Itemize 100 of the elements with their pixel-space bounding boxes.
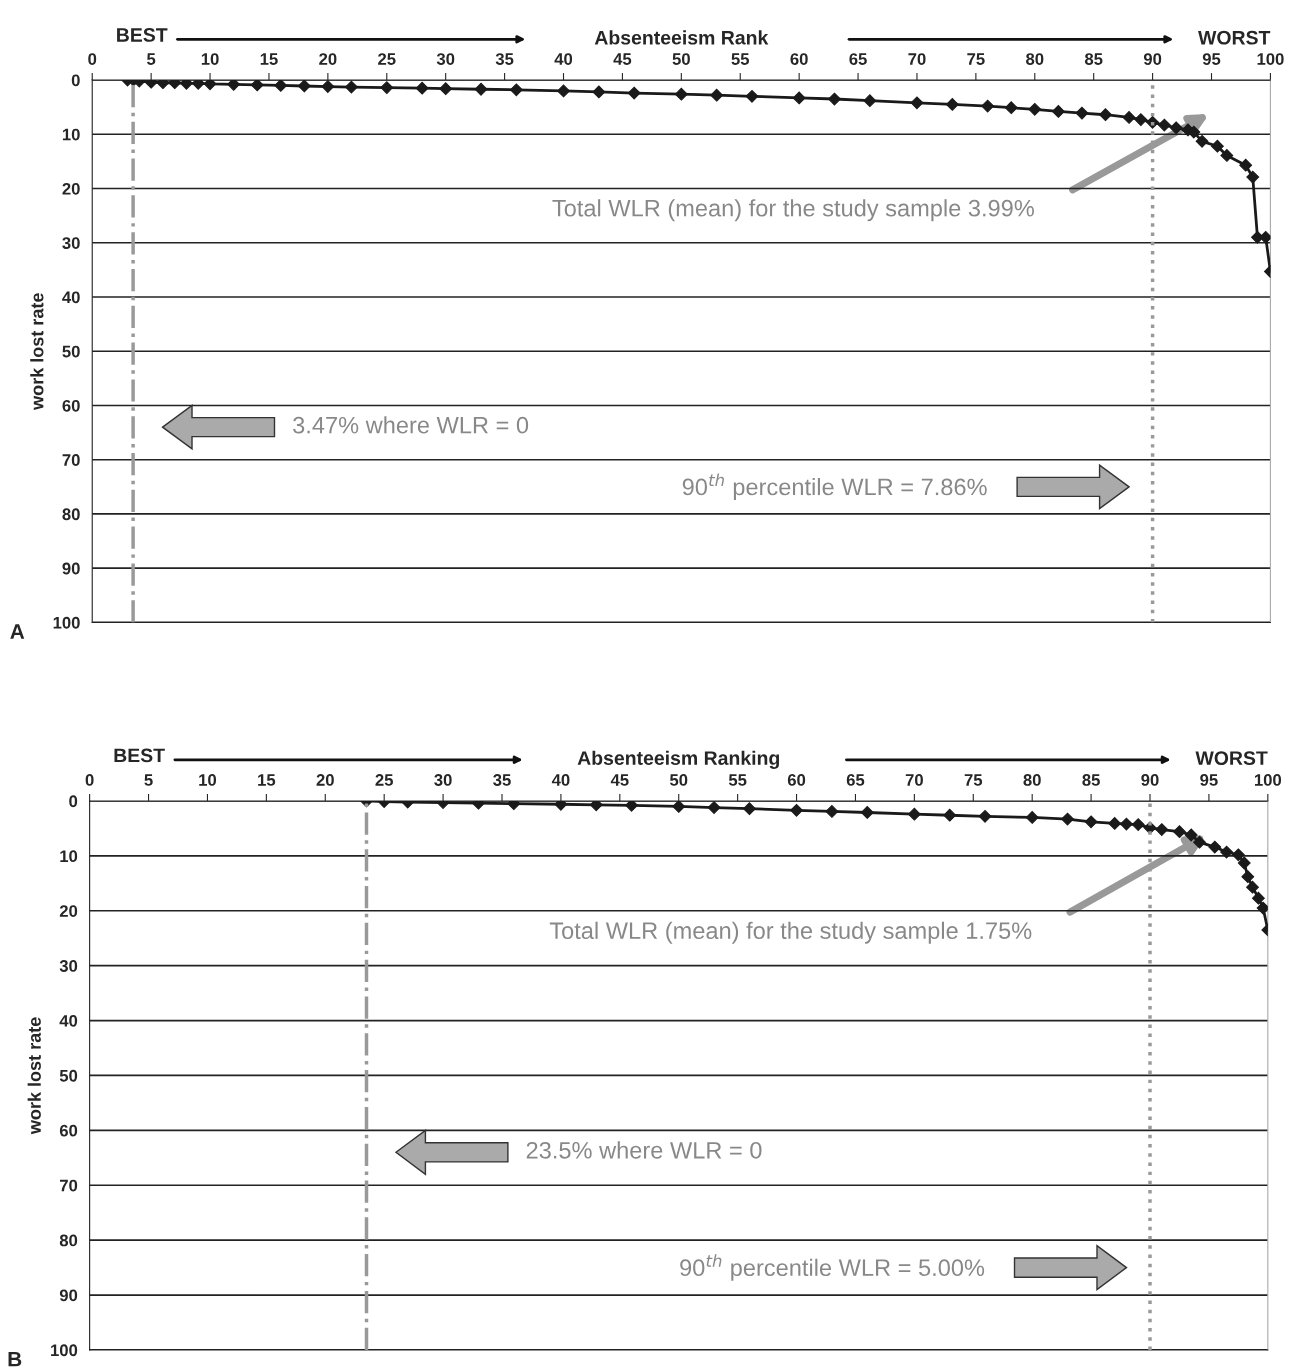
text: WORST bbox=[1198, 30, 1271, 45]
x-tick-label: 5 bbox=[144, 774, 153, 786]
x-tick-label: 100 bbox=[1254, 774, 1282, 786]
point bbox=[439, 82, 453, 96]
text: A bbox=[10, 624, 25, 639]
annotation: 90$^{th}$ percentile WLR = 7.86% bbox=[682, 473, 987, 500]
text: WORST bbox=[1195, 751, 1268, 766]
y-tick-label: 60 bbox=[62, 399, 80, 412]
y-tick-label: 50 bbox=[59, 1069, 78, 1082]
point bbox=[981, 99, 995, 113]
point bbox=[1220, 845, 1233, 859]
point bbox=[180, 80, 193, 90]
y-tick-label: 40 bbox=[62, 291, 80, 304]
chart-title: Absenteeism Ranking bbox=[577, 750, 779, 769]
point bbox=[203, 80, 217, 91]
point bbox=[1193, 835, 1206, 849]
point bbox=[1210, 139, 1224, 153]
y-axis-title: work lost rate bbox=[30, 293, 44, 410]
annotation: 3.47% where WLR = 0 bbox=[293, 416, 529, 434]
annotation: Total WLR (mean) for the study sample 1.75% bbox=[549, 921, 1032, 944]
y-tick-label: 10 bbox=[62, 128, 80, 141]
x-tick-label: 80 bbox=[1023, 774, 1041, 786]
point bbox=[1208, 840, 1222, 854]
text: BEST bbox=[117, 28, 168, 42]
point bbox=[790, 803, 803, 817]
point bbox=[1184, 828, 1198, 842]
point bbox=[792, 91, 806, 105]
x-tick-label: 25 bbox=[378, 53, 396, 65]
point bbox=[415, 81, 429, 95]
point bbox=[472, 800, 485, 810]
point bbox=[1075, 106, 1089, 120]
x-tick-label: 20 bbox=[319, 53, 337, 65]
point bbox=[1120, 817, 1133, 831]
point bbox=[743, 802, 756, 816]
point bbox=[625, 800, 639, 812]
text: BEST bbox=[114, 748, 165, 763]
x-tick-label: 75 bbox=[964, 774, 983, 786]
y-tick-label: 50 bbox=[62, 345, 80, 358]
point bbox=[557, 84, 570, 98]
point bbox=[274, 80, 288, 92]
x-tick-label: 60 bbox=[787, 774, 806, 786]
x-tick-label: 50 bbox=[672, 53, 690, 65]
point bbox=[710, 88, 724, 102]
x-tick-label: 95 bbox=[1202, 53, 1221, 65]
chart-title: Absenteeism Rank bbox=[594, 30, 769, 45]
point bbox=[1246, 880, 1259, 894]
point bbox=[345, 80, 358, 94]
point bbox=[1169, 121, 1183, 135]
point bbox=[1246, 170, 1260, 184]
point bbox=[828, 92, 841, 106]
x-tick-label: 60 bbox=[790, 53, 808, 65]
x-tick-label: 40 bbox=[554, 53, 573, 65]
y-tick-label: 20 bbox=[62, 182, 80, 195]
x-tick-label: 35 bbox=[495, 53, 514, 65]
point bbox=[191, 80, 205, 90]
point bbox=[1099, 108, 1112, 122]
x-tick-label: 50 bbox=[669, 774, 688, 786]
point bbox=[860, 806, 874, 819]
point bbox=[321, 80, 335, 93]
point bbox=[1131, 818, 1145, 831]
point bbox=[943, 808, 957, 822]
x-tick-label: 30 bbox=[434, 774, 452, 786]
y-tick-label: 20 bbox=[59, 905, 78, 917]
point bbox=[1195, 134, 1209, 148]
point bbox=[1157, 118, 1171, 132]
x-tick-label: 0 bbox=[88, 53, 97, 65]
point bbox=[592, 85, 606, 99]
annotation: Total WLR (mean) for the study sample 3.99% bbox=[552, 199, 1034, 222]
point bbox=[672, 800, 686, 813]
point bbox=[910, 96, 924, 110]
x-tick-label: 55 bbox=[728, 774, 747, 786]
y-tick-label: 90 bbox=[62, 562, 80, 575]
point bbox=[1028, 102, 1042, 116]
point bbox=[1084, 815, 1098, 829]
x-tick-label: 70 bbox=[908, 53, 926, 65]
x-tick-label: 65 bbox=[849, 53, 867, 65]
annotation: 90$^{th}$ percentile WLR = 5.00% bbox=[680, 1254, 985, 1281]
y-tick-label: 70 bbox=[60, 1179, 78, 1192]
point bbox=[1239, 158, 1253, 172]
point bbox=[474, 82, 488, 96]
x-tick-label: 15 bbox=[258, 774, 276, 786]
point bbox=[507, 800, 521, 811]
x-tick-label: 45 bbox=[613, 53, 632, 65]
point bbox=[554, 800, 568, 811]
point bbox=[825, 804, 839, 818]
y-tick-label: 100 bbox=[51, 1344, 78, 1357]
x-tick-label: 5 bbox=[147, 53, 156, 65]
x-tick-label: 30 bbox=[436, 53, 455, 65]
x-tick-label: 70 bbox=[905, 774, 923, 786]
y-tick-label: 0 bbox=[71, 74, 80, 87]
x-tick-label: 20 bbox=[316, 774, 334, 786]
y-tick-label: 90 bbox=[59, 1289, 78, 1302]
x-tick-label: 0 bbox=[85, 774, 94, 786]
x-tick-label: 35 bbox=[493, 774, 511, 786]
point bbox=[978, 809, 992, 823]
point bbox=[863, 94, 877, 108]
point bbox=[1259, 230, 1271, 244]
point bbox=[1231, 848, 1245, 862]
point bbox=[1061, 812, 1074, 826]
point bbox=[1025, 811, 1039, 824]
